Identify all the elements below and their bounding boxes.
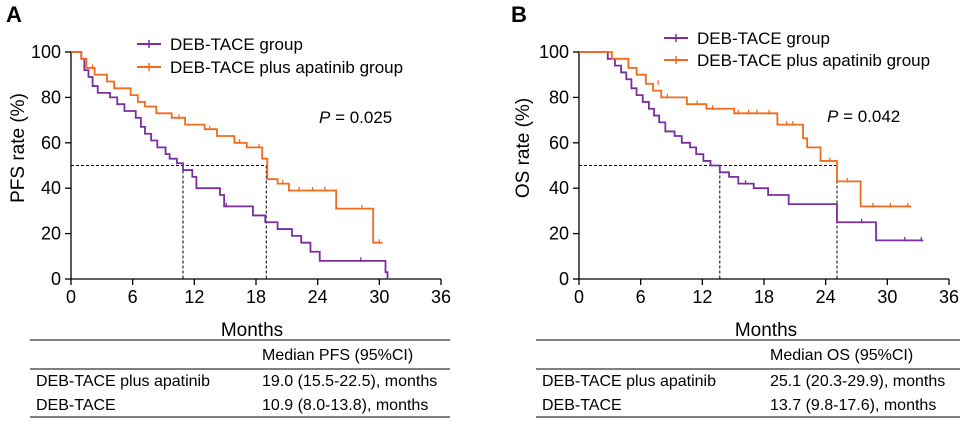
median-table: Median PFS (95%CI) DEB-TACE plus apatini… xyxy=(30,339,450,418)
y-tick-label: 80 xyxy=(41,87,61,107)
x-tick-label: 24 xyxy=(308,287,328,307)
panel-b: B OS rate (%) Months DEB-TACE group DEB-… xyxy=(511,2,960,418)
y-tick-label: 0 xyxy=(51,269,61,289)
p-value: P = 0.025 xyxy=(319,108,392,127)
panel-a: A PFS rate (%) Months DEB-TACE group DEB… xyxy=(6,2,451,418)
p-value-text: = 0.042 xyxy=(838,107,900,126)
table-row-value: 19.0 (15.5-22.5), months xyxy=(262,373,437,390)
y-tick-label: 60 xyxy=(41,133,61,153)
x-tick-label: 36 xyxy=(939,287,959,307)
p-value-symbol: P xyxy=(319,108,331,127)
x-tick-label: 30 xyxy=(369,287,389,307)
survival-curves xyxy=(579,51,924,242)
y-tick-label: 40 xyxy=(549,178,569,198)
x-tick-label: 12 xyxy=(692,287,712,307)
y-tick-label: 80 xyxy=(549,87,569,107)
axes: 0 20 40 60 80 100 0 6 12 18 24 30 36 xyxy=(539,42,959,307)
x-tick-label: 6 xyxy=(636,287,646,307)
table-header: Median OS (95%CI) xyxy=(770,347,913,364)
y-tick-label: 60 xyxy=(549,133,569,153)
table-row-value: 10.9 (8.0-13.8), months xyxy=(262,397,428,414)
p-value: P = 0.042 xyxy=(827,107,900,126)
legend: DEB-TACE group DEB-TACE plus apatinib gr… xyxy=(664,29,930,70)
median-guides xyxy=(71,165,267,279)
km-curve-series-0 xyxy=(579,51,924,242)
x-tick-label: 36 xyxy=(431,287,451,307)
km-curve-series-1 xyxy=(71,51,383,244)
y-tick-label: 100 xyxy=(31,42,61,62)
legend-label-apatinib: DEB-TACE plus apatinib group xyxy=(697,51,930,70)
table-row-value: 13.7 (9.8-17.6), months xyxy=(770,397,936,414)
x-tick-label: 0 xyxy=(574,287,584,307)
axes: 0 20 40 60 80 100 0 6 12 18 24 30 36 xyxy=(31,42,451,307)
x-tick-label: 18 xyxy=(754,287,774,307)
survival-curves xyxy=(71,51,389,279)
panel-letter: A xyxy=(6,2,22,27)
y-axis-title: PFS rate (%) xyxy=(8,93,29,203)
km-curve-series-1 xyxy=(579,51,911,208)
x-tick-label: 18 xyxy=(246,287,266,307)
table-row-label: DEB-TACE plus apatinib xyxy=(36,373,210,390)
x-axis-title: Months xyxy=(221,320,283,341)
x-axis-title: Months xyxy=(735,320,797,341)
table-row-label: DEB-TACE xyxy=(542,397,622,414)
legend-label-deb-tace: DEB-TACE group xyxy=(697,29,830,48)
x-tick-label: 30 xyxy=(877,287,897,307)
x-tick-label: 0 xyxy=(66,287,76,307)
table-row-value: 25.1 (20.3-29.9), months xyxy=(770,373,945,390)
p-value-symbol: P xyxy=(827,107,839,126)
table-row-label: DEB-TACE plus apatinib xyxy=(542,373,716,390)
legend-label-deb-tace: DEB-TACE group xyxy=(170,35,303,54)
y-axis-title: OS rate (%) xyxy=(513,98,534,198)
y-tick-label: 40 xyxy=(41,178,61,198)
y-tick-label: 0 xyxy=(559,269,569,289)
x-tick-label: 6 xyxy=(128,287,138,307)
legend-label-apatinib: DEB-TACE plus apatinib group xyxy=(170,58,403,77)
p-value-text: = 0.025 xyxy=(330,108,392,127)
y-tick-label: 100 xyxy=(539,42,569,62)
x-tick-label: 12 xyxy=(184,287,204,307)
y-tick-label: 20 xyxy=(41,224,61,244)
panel-letter: B xyxy=(511,2,527,27)
x-tick-label: 24 xyxy=(816,287,836,307)
median-guides xyxy=(579,165,838,279)
table-row-label: DEB-TACE xyxy=(36,397,116,414)
table-header: Median PFS (95%CI) xyxy=(262,347,413,364)
y-tick-label: 20 xyxy=(549,224,569,244)
km-curve-series-0 xyxy=(71,51,389,279)
median-table: Median OS (95%CI) DEB-TACE plus apatinib… xyxy=(536,339,960,418)
legend: DEB-TACE group DEB-TACE plus apatinib gr… xyxy=(137,35,403,77)
